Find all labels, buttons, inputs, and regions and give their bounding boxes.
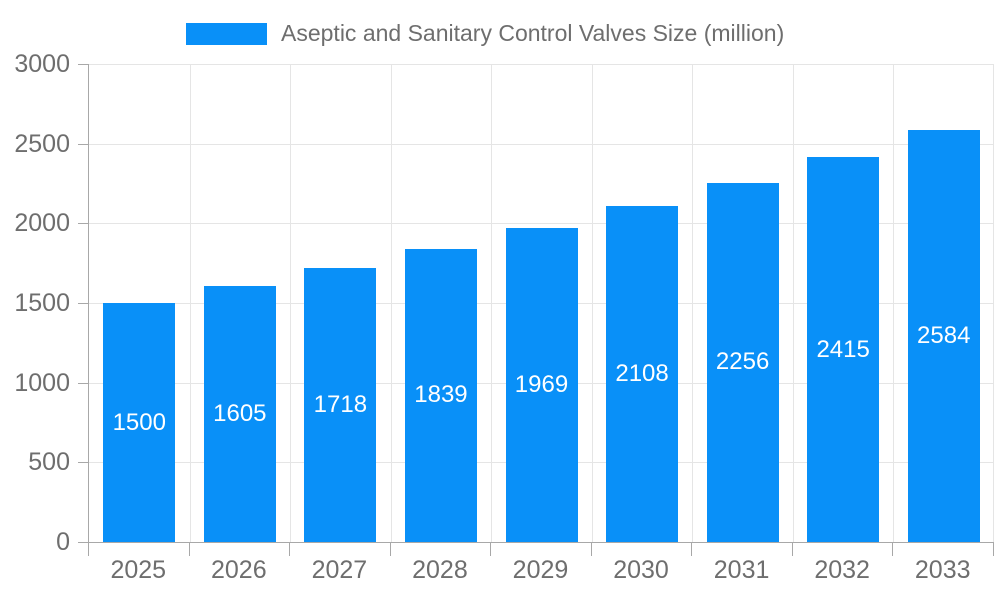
gridline-horizontal bbox=[89, 143, 994, 145]
x-axis-tick bbox=[691, 543, 693, 556]
gridline-vertical bbox=[993, 64, 994, 542]
gridline-horizontal bbox=[89, 223, 994, 225]
gridline-vertical bbox=[792, 64, 794, 542]
x-axis-tick bbox=[289, 543, 291, 556]
bar-value-label: 1839 bbox=[414, 381, 468, 409]
bar[interactable] bbox=[907, 130, 980, 542]
x-axis-label: 2025 bbox=[110, 556, 167, 584]
x-axis-tick bbox=[188, 543, 190, 556]
gridline-vertical bbox=[692, 64, 694, 542]
bar-value-label: 2256 bbox=[715, 348, 770, 376]
bar-value-label: 1605 bbox=[213, 400, 267, 428]
x-axis-tick bbox=[389, 543, 391, 556]
bar-value-label: 2108 bbox=[615, 360, 669, 388]
y-axis-label: 3000 bbox=[14, 50, 70, 78]
bar[interactable] bbox=[103, 303, 176, 542]
x-axis-tick bbox=[791, 543, 793, 556]
y-axis-tick bbox=[78, 223, 88, 225]
gridline-vertical bbox=[591, 64, 593, 542]
y-axis-label: 1000 bbox=[14, 368, 70, 397]
x-axis-tick bbox=[993, 543, 994, 556]
bar[interactable] bbox=[706, 182, 779, 542]
gridline-vertical bbox=[290, 64, 292, 542]
x-axis-label: 2027 bbox=[311, 556, 368, 584]
y-axis-label: 1500 bbox=[14, 289, 70, 317]
gridline-vertical bbox=[390, 64, 392, 542]
x-axis-tick bbox=[590, 543, 592, 556]
x-axis-label: 2028 bbox=[412, 556, 468, 584]
bar-value-label: 1500 bbox=[112, 408, 166, 436]
legend-swatch-icon bbox=[186, 22, 267, 45]
gridline-vertical bbox=[893, 64, 895, 542]
y-axis-label: 500 bbox=[28, 448, 70, 477]
gridline-horizontal bbox=[89, 64, 994, 65]
y-axis-tick bbox=[78, 64, 88, 65]
bar-value-label: 2584 bbox=[917, 322, 971, 350]
x-axis-tick bbox=[88, 543, 89, 556]
y-axis-label: 2500 bbox=[14, 129, 70, 158]
legend-item[interactable]: Aseptic and Sanitary Control Valves Size… bbox=[186, 20, 784, 47]
gridline-vertical bbox=[189, 64, 191, 542]
bar[interactable] bbox=[203, 286, 276, 542]
y-axis-label: 2000 bbox=[14, 209, 70, 238]
x-axis-tick bbox=[892, 543, 894, 556]
y-axis-tick bbox=[78, 542, 88, 543]
bar[interactable] bbox=[505, 228, 578, 542]
bar[interactable] bbox=[304, 268, 377, 542]
bar[interactable] bbox=[404, 249, 477, 542]
bar[interactable] bbox=[807, 157, 880, 542]
bar[interactable] bbox=[606, 206, 679, 542]
y-axis-label: 0 bbox=[56, 528, 70, 556]
x-axis-label: 2032 bbox=[814, 556, 870, 584]
x-axis-label: 2033 bbox=[914, 556, 971, 584]
plot-area: 1500 1605 1718 1839 1969 2108 2256 2415 2584 bbox=[88, 64, 994, 543]
x-axis-label: 2026 bbox=[211, 556, 267, 584]
x-axis-label: 2030 bbox=[613, 556, 669, 584]
x-axis-label: 2029 bbox=[512, 556, 569, 584]
bar-value-label: 1969 bbox=[514, 371, 569, 399]
bar-value-label: 2415 bbox=[816, 335, 870, 363]
y-axis-tick bbox=[78, 462, 88, 464]
x-axis-label: 2031 bbox=[713, 556, 770, 584]
x-axis-tick bbox=[490, 543, 492, 556]
legend-label: Aseptic and Sanitary Control Valves Size… bbox=[281, 20, 785, 46]
y-axis-tick bbox=[78, 303, 88, 304]
y-axis-tick bbox=[78, 143, 88, 145]
bar-value-label: 1718 bbox=[313, 391, 368, 419]
gridline-vertical bbox=[491, 64, 493, 542]
y-axis-tick bbox=[78, 382, 88, 384]
